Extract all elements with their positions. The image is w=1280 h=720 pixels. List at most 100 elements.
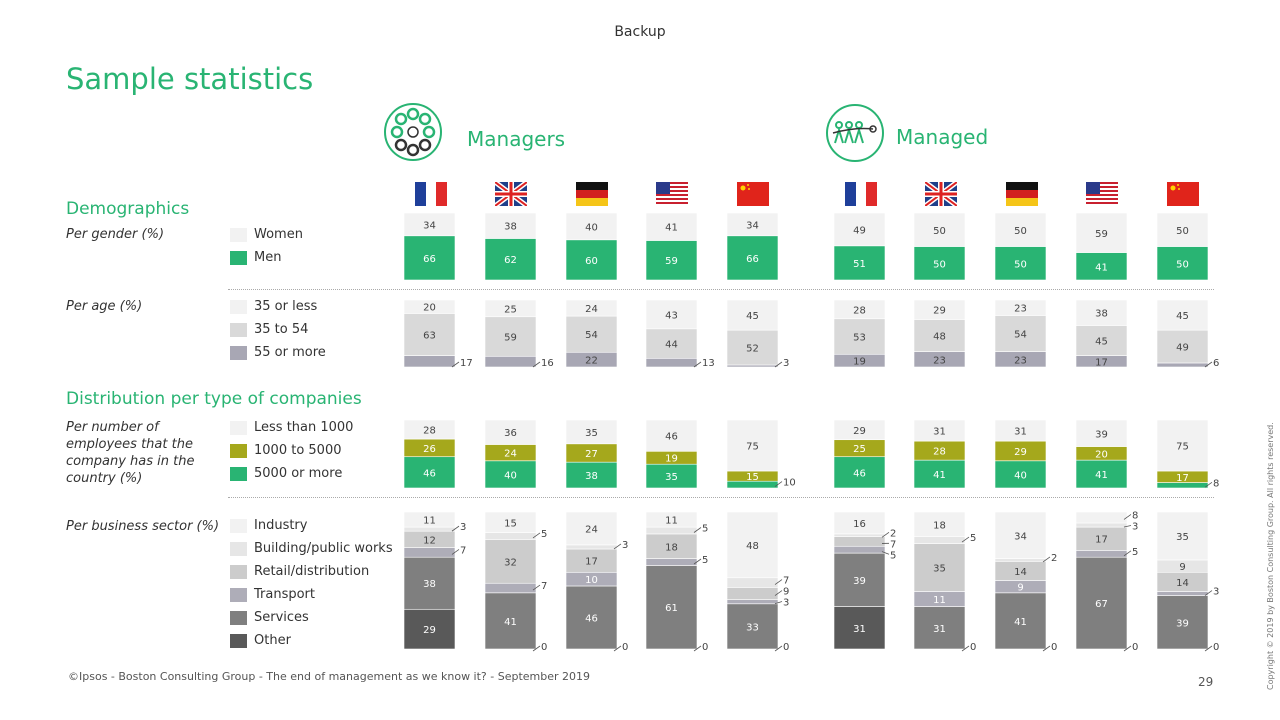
- bar-segment-industry: [913, 511, 966, 537]
- data-label: 23: [1014, 304, 1027, 315]
- data-label: 40: [1014, 470, 1027, 481]
- leader-line: [1123, 550, 1132, 557]
- data-label: 34: [1014, 531, 1027, 542]
- bar-segment-men: [726, 235, 779, 281]
- data-label: 41: [1014, 617, 1027, 628]
- data-label: 8: [1132, 510, 1138, 521]
- managers-network-icon: [384, 103, 442, 161]
- bar-segment-women: [726, 212, 779, 237]
- data-label: 31: [933, 427, 946, 438]
- data-label: 29: [1014, 447, 1027, 458]
- bar-segment-industry: [994, 511, 1047, 559]
- bar-segment-35-or-less: [484, 299, 537, 318]
- bar-segment-55-or-more: [484, 355, 537, 368]
- leader-line: [774, 481, 783, 487]
- data-label: 31: [1014, 427, 1027, 438]
- bar-segment-men: [565, 239, 618, 281]
- bar-segment-35-to-54: [1075, 325, 1128, 356]
- bar-segment-services: [1075, 556, 1128, 650]
- legend-label: Women: [254, 227, 303, 242]
- bar-segment-women: [913, 212, 966, 247]
- data-label: 59: [1095, 229, 1108, 240]
- data-label: 11: [933, 595, 946, 606]
- legend-swatch: [230, 346, 247, 360]
- bar-segment-5000-or-more: [1075, 459, 1128, 489]
- bar-segment-retail-distribution: [645, 533, 698, 559]
- data-label: 9: [783, 587, 789, 598]
- data-label: 0: [1051, 642, 1057, 653]
- bar-segment-35-or-less: [994, 299, 1047, 316]
- data-label: 45: [746, 311, 759, 322]
- bar-segment-35-to-54: [994, 315, 1047, 352]
- data-label: 2: [1051, 553, 1057, 564]
- usa-flag-icon: [1086, 182, 1118, 206]
- bar-segment-5000-or-more: [484, 460, 537, 489]
- bar-segment-retail-distribution: [484, 539, 537, 584]
- legend-label: Transport: [254, 587, 316, 602]
- leader-line: [451, 549, 460, 555]
- bar-segment-5000-or-more: [565, 461, 618, 489]
- bar-segment-women: [1156, 212, 1209, 247]
- data-label: 29: [933, 306, 946, 317]
- legend-label: Services: [254, 610, 309, 625]
- data-label: 60: [585, 256, 598, 267]
- leader-line: [1204, 481, 1213, 488]
- data-label: 7: [460, 545, 466, 556]
- data-label: 46: [853, 468, 866, 479]
- bar-segment-women: [645, 212, 698, 241]
- bar-segment-services: [645, 565, 698, 650]
- leader-line: [1123, 514, 1132, 520]
- bar-segment-retail-distribution: [726, 587, 779, 600]
- data-label: 23: [1014, 355, 1027, 366]
- data-label: 39: [853, 576, 866, 587]
- bar-segment-35-or-less: [913, 299, 966, 320]
- data-label: 3: [460, 522, 466, 533]
- bar-segment-services: [403, 556, 456, 610]
- data-label: 11: [665, 516, 678, 527]
- bar-segment-men: [484, 238, 537, 281]
- leader-line: [774, 579, 783, 585]
- legend-label: Men: [254, 250, 282, 265]
- data-label: 0: [783, 642, 789, 653]
- separator: [228, 289, 1214, 290]
- bar-segment-35-to-54: [726, 329, 779, 366]
- data-label: 5: [1132, 547, 1138, 558]
- bar-segment-services: [565, 585, 618, 650]
- bar-segment-transport: [833, 545, 886, 554]
- leader-line: [1123, 645, 1132, 652]
- data-label: 41: [933, 470, 946, 481]
- row-label-line: Per number of: [66, 420, 159, 435]
- managed-group-title: Managed: [896, 125, 989, 149]
- bar-segment-35-or-less: [726, 299, 779, 331]
- data-label: 31: [933, 624, 946, 635]
- legend-label: 35 or less: [254, 299, 318, 314]
- data-label: 19: [665, 454, 678, 465]
- data-label: 39: [1176, 618, 1189, 629]
- data-label: 50: [1014, 226, 1027, 237]
- data-label: 18: [933, 520, 946, 531]
- bar-segment-5000-or-more: [403, 456, 456, 489]
- leader-line: [613, 645, 622, 652]
- bar-segment-35-or-less: [833, 299, 886, 320]
- legend-label: 5000 or more: [254, 466, 343, 481]
- data-label: 0: [541, 642, 547, 653]
- bar-segment-55-or-more: [726, 364, 779, 368]
- data-label: 17: [1095, 357, 1108, 368]
- data-label: 51: [853, 259, 866, 270]
- legend-swatch: [230, 611, 247, 625]
- data-label: 17: [585, 557, 598, 568]
- data-label: 2: [890, 528, 896, 539]
- bar-segment-less-than-1000: [645, 419, 698, 452]
- legend-swatch: [230, 421, 247, 435]
- legend-label: Industry: [254, 518, 308, 533]
- data-label: 14: [1176, 578, 1189, 589]
- bar-segment-men: [913, 246, 966, 281]
- leader-line: [774, 590, 783, 596]
- bar-segment-men: [645, 240, 698, 281]
- data-label: 20: [423, 303, 436, 314]
- data-label: 3: [783, 358, 789, 369]
- bar-segment-35-or-less: [645, 299, 698, 330]
- data-label: 54: [585, 330, 598, 341]
- data-label: 63: [423, 331, 436, 342]
- data-label: 10: [585, 575, 598, 586]
